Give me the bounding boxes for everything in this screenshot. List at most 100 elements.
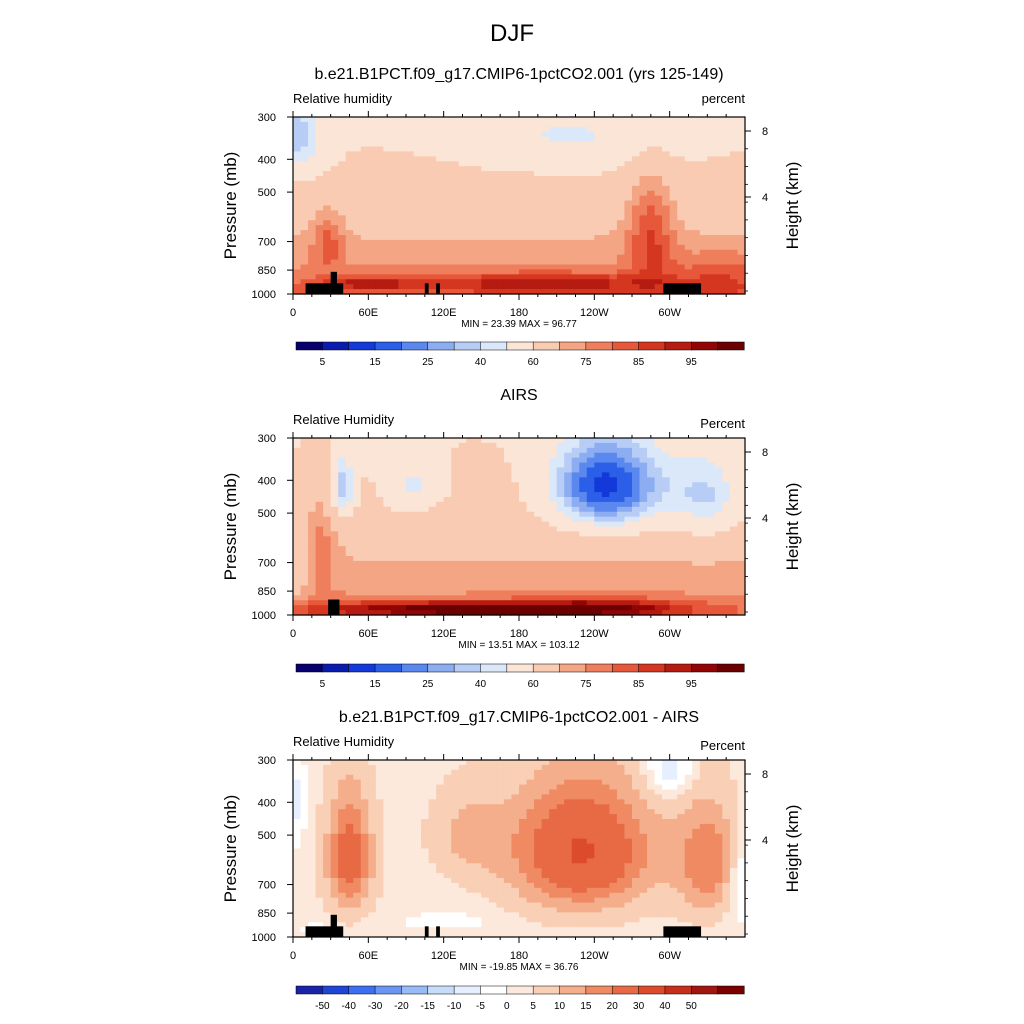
field-cell xyxy=(345,506,354,513)
field-cell xyxy=(526,264,535,271)
field-cell xyxy=(330,151,339,157)
field-cell xyxy=(353,126,362,133)
field-cell xyxy=(616,151,626,157)
field-cell xyxy=(428,438,437,444)
field-cell xyxy=(436,244,445,251)
field-cell xyxy=(609,117,618,123)
field-cell xyxy=(556,442,565,449)
field-cell xyxy=(436,575,445,582)
field-cell xyxy=(421,521,430,528)
field-cell xyxy=(564,526,573,533)
field-cell xyxy=(601,438,610,444)
field-cell xyxy=(609,239,618,246)
field-cell xyxy=(421,171,430,177)
field-cell xyxy=(323,136,332,143)
field-cell xyxy=(300,210,309,216)
field-cell xyxy=(549,610,558,616)
field-cell xyxy=(699,556,708,562)
field-cell xyxy=(293,843,302,850)
field-cell xyxy=(699,482,708,488)
field-cell xyxy=(503,531,513,537)
field-cell xyxy=(684,146,693,153)
field-cell xyxy=(451,531,460,537)
field-cell xyxy=(519,610,528,616)
field-cell xyxy=(375,585,384,592)
field-cell xyxy=(722,570,731,577)
field-cell xyxy=(436,605,445,611)
field-cell xyxy=(398,117,407,123)
field-cell xyxy=(737,541,746,547)
field-cell xyxy=(662,269,671,275)
field-cell xyxy=(729,220,739,226)
field-cell xyxy=(398,289,407,295)
field-cell xyxy=(353,511,362,518)
field-cell xyxy=(421,477,430,483)
field-cell xyxy=(571,259,580,266)
field-cell xyxy=(677,536,686,542)
field-cell xyxy=(549,254,558,261)
field-cell xyxy=(330,492,339,498)
field-cell xyxy=(315,605,324,611)
field-cell xyxy=(722,220,731,226)
field-cell xyxy=(308,600,317,606)
field-cell xyxy=(368,269,377,275)
field-cell xyxy=(488,501,497,508)
field-cell xyxy=(564,126,573,133)
field-cell xyxy=(330,863,339,869)
field-cell xyxy=(677,279,686,285)
field-cell xyxy=(443,254,452,261)
field-cell xyxy=(458,492,467,498)
field-cell xyxy=(330,779,339,786)
field-cell xyxy=(421,560,430,567)
field-cell xyxy=(624,565,633,572)
field-cell xyxy=(632,151,641,157)
colorbar-swatch xyxy=(374,663,402,673)
field-cell xyxy=(601,442,610,449)
field-cell xyxy=(406,205,415,212)
field-cell xyxy=(647,195,656,202)
field-cell xyxy=(737,482,746,488)
field-cell xyxy=(300,565,309,572)
field-cell xyxy=(639,477,648,483)
field-cell xyxy=(601,205,610,212)
field-cell xyxy=(315,907,324,914)
field-cell xyxy=(330,482,339,488)
field-cell xyxy=(662,600,671,606)
field-cell xyxy=(421,438,430,444)
field-cell xyxy=(308,492,317,498)
field-cell xyxy=(345,551,354,557)
field-cell xyxy=(315,531,324,537)
field-cell xyxy=(496,467,505,474)
field-cell xyxy=(616,254,626,261)
field-cell xyxy=(571,511,580,518)
field-cell xyxy=(390,171,400,177)
field-cell xyxy=(345,235,354,241)
field-cell xyxy=(609,497,618,503)
field-cell xyxy=(699,185,708,192)
field-cell xyxy=(330,166,339,172)
field-cell xyxy=(714,185,723,192)
field-cell xyxy=(368,230,377,236)
field-cell xyxy=(707,511,716,518)
field-cell xyxy=(511,531,520,537)
field-cell xyxy=(624,190,633,197)
field-cell xyxy=(519,447,528,454)
field-cell xyxy=(293,126,302,133)
field-cell xyxy=(519,249,528,256)
field-cell xyxy=(534,249,543,256)
field-cell xyxy=(519,220,528,226)
field-cell xyxy=(338,225,347,231)
field-cell xyxy=(406,230,415,236)
field-cell xyxy=(571,146,580,153)
field-cell xyxy=(564,254,573,261)
field-cell xyxy=(375,136,384,143)
panel-title: AIRS xyxy=(500,387,537,404)
field-cell xyxy=(639,200,648,207)
field-cell xyxy=(315,912,324,918)
field-cell xyxy=(398,447,407,454)
field-cell xyxy=(616,284,626,290)
field-cell xyxy=(421,269,430,275)
field-cell xyxy=(406,264,415,271)
field-cell xyxy=(579,492,588,498)
field-cell xyxy=(669,121,678,128)
